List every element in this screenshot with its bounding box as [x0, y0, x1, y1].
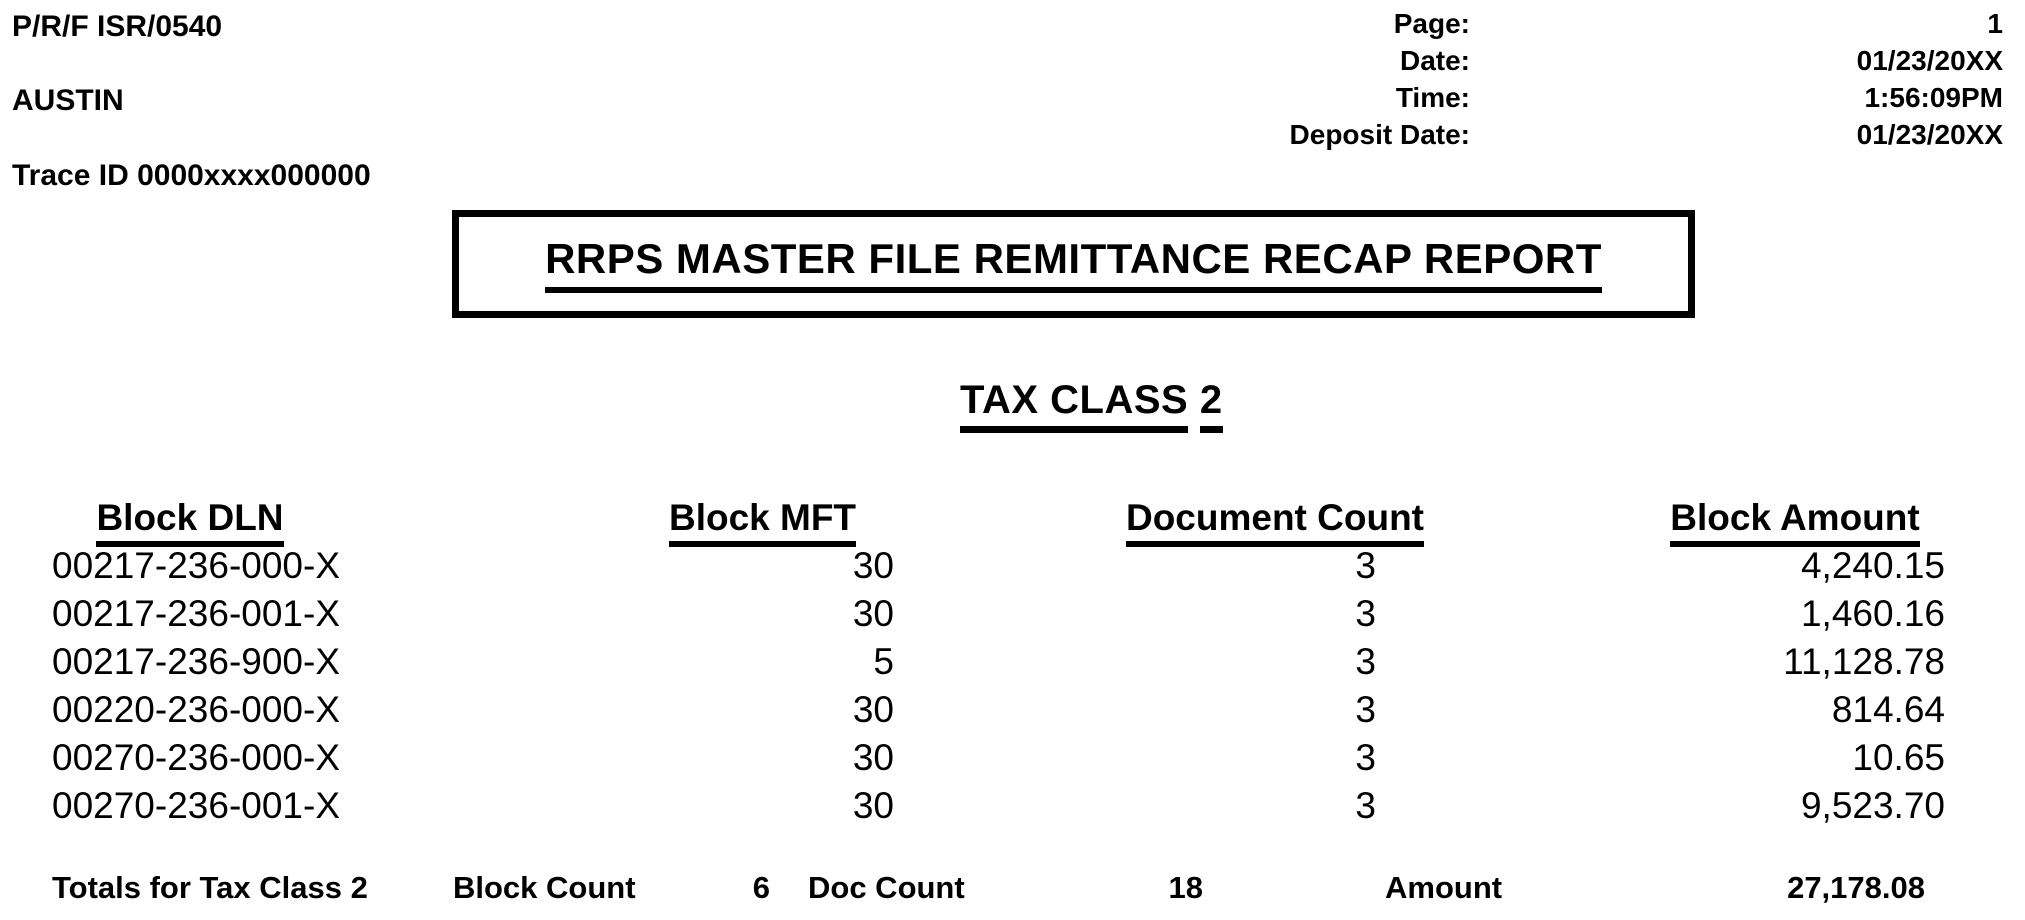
cell-amount: 10.65 [1852, 737, 1945, 778]
cell-doc-count: 3 [1355, 737, 1376, 778]
date-label: Date: [1399, 45, 1470, 76]
table-row: 00270-236-000-X 30 3 10.65 [0, 737, 2025, 785]
cell-block-mft: 30 [852, 545, 894, 586]
cell-doc-count: 3 [1355, 545, 1376, 586]
cell-block-dln: 00220-236-000-X [52, 689, 340, 730]
cell-block-mft: 30 [852, 689, 894, 730]
cell-amount: 9,523.70 [1800, 785, 1945, 826]
totals-doc-count-label: Doc Count [808, 870, 965, 905]
date-value: 01/23/20XX [1856, 45, 2003, 76]
column-header-document-count: Document Count [1100, 497, 1450, 547]
totals-block-count-value: 6 [752, 870, 770, 905]
report-title-box: RRPS MASTER FILE REMITTANCE RECAP REPORT [452, 210, 1695, 318]
cell-block-dln: 00217-236-000-X [52, 545, 340, 586]
table-row: 00217-236-001-X 30 3 1,460.16 [0, 593, 2025, 641]
section-heading: TAX CLASS 2 [960, 378, 1223, 433]
table-row: 00220-236-000-X 30 3 814.64 [0, 689, 2025, 737]
cell-block-dln: 00270-236-000-X [52, 737, 340, 778]
cell-block-mft: 30 [852, 785, 894, 826]
page-number: 1 [1987, 8, 2003, 39]
section-heading-label: TAX CLASS [960, 378, 1189, 433]
cell-doc-count: 3 [1355, 593, 1376, 634]
table-row: 00217-236-000-X 30 3 4,240.15 [0, 545, 2025, 593]
totals-amount-value: 27,178.08 [1787, 870, 1925, 905]
cell-amount: 11,128.78 [1783, 641, 1945, 682]
cell-block-dln: 00217-236-900-X [52, 641, 340, 682]
time-value: 1:56:09PM [1864, 82, 2003, 113]
totals-doc-count-value: 18 [1168, 870, 1203, 905]
cell-amount: 814.64 [1831, 689, 1945, 730]
time-label: Time: [1395, 82, 1470, 113]
cell-doc-count: 3 [1355, 785, 1376, 826]
totals-block-count-label: Block Count [453, 870, 636, 905]
section-heading-number: 2 [1199, 378, 1223, 433]
report-id: P/R/F ISR/0540 [12, 10, 223, 43]
totals-amount-label: Amount [1385, 870, 1503, 905]
trace-id: Trace ID 0000xxxx000000 [12, 159, 371, 192]
column-header-block-mft: Block MFT [635, 497, 890, 547]
cell-amount: 1,460.16 [1800, 593, 1945, 634]
cell-block-dln: 00270-236-001-X [52, 785, 340, 826]
deposit-date-value: 01/23/20XX [1856, 119, 2003, 150]
cell-doc-count: 3 [1355, 641, 1376, 682]
table-row: 00217-236-900-X 5 3 11,128.78 [0, 641, 2025, 689]
cell-block-mft: 30 [852, 737, 894, 778]
cell-block-mft: 30 [852, 593, 894, 634]
cell-block-dln: 00217-236-001-X [52, 593, 340, 634]
cell-block-mft: 5 [873, 641, 894, 682]
column-header-block-amount: Block Amount [1645, 497, 1945, 547]
totals-label: Totals for Tax Class 2 [52, 870, 368, 905]
page-label: Page: [1393, 8, 1470, 39]
cell-doc-count: 3 [1355, 689, 1376, 730]
site-name: AUSTIN [12, 84, 124, 117]
cell-amount: 4,240.15 [1800, 545, 1945, 586]
column-header-block-dln: Block DLN [55, 497, 325, 547]
deposit-date-label: Deposit Date: [1289, 119, 1470, 150]
table-row: 00270-236-001-X 30 3 9,523.70 [0, 785, 2025, 833]
report-title: RRPS MASTER FILE REMITTANCE RECAP REPORT [545, 235, 1602, 293]
